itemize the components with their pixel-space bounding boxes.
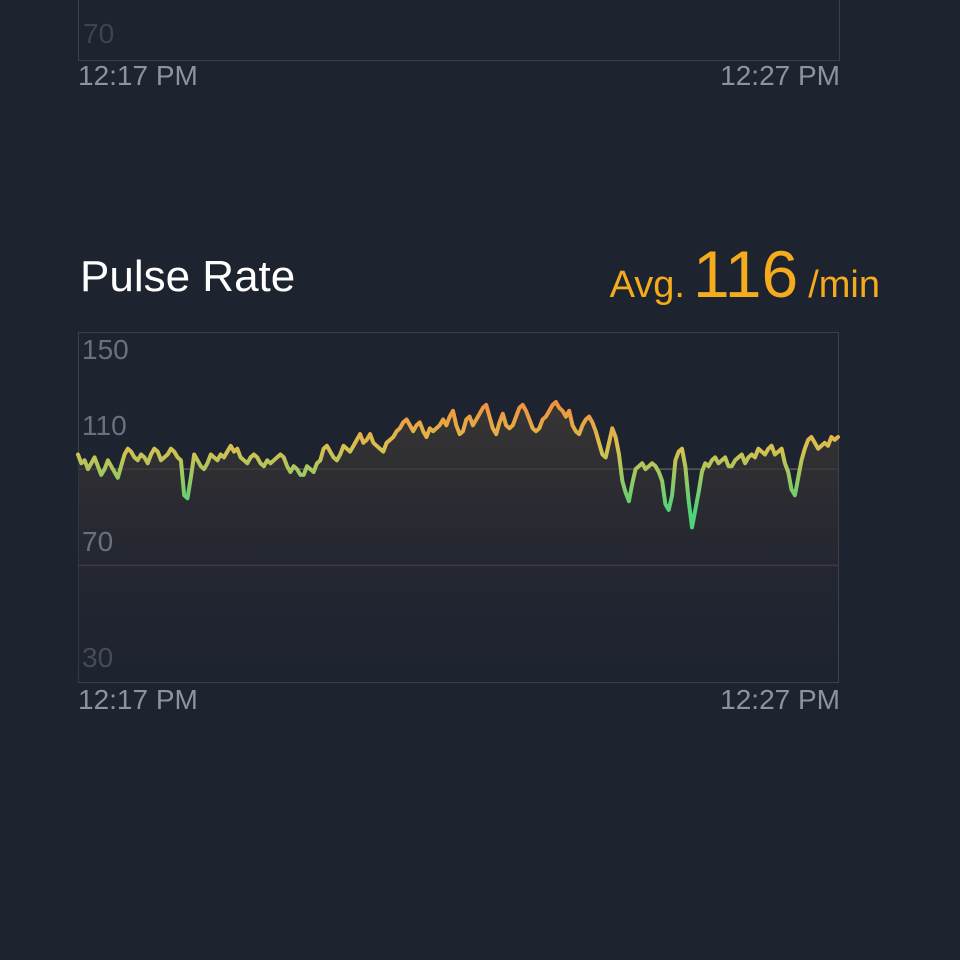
previous-chart-x-end: 12:27 PM	[720, 60, 840, 91]
chart-title: Pulse Rate	[80, 252, 296, 301]
previous-chart: 70 12:17 PM 12:27 PM	[78, 0, 840, 100]
pulse-rate-chart: 150 110 70 30 12:17 PM 12:27 PM	[76, 332, 840, 722]
average-label: Avg.	[609, 264, 685, 306]
previous-chart-y-tick: 70	[83, 18, 115, 49]
pulse-rate-chart-svg	[76, 332, 840, 683]
y-tick-70: 70	[82, 526, 114, 557]
previous-chart-x-start: 12:17 PM	[78, 60, 198, 91]
x-tick-end: 12:27 PM	[720, 684, 840, 715]
y-tick-30: 30	[82, 642, 114, 673]
x-tick-start: 12:17 PM	[78, 684, 198, 715]
average-readout: Avg. 116/min	[610, 236, 880, 312]
average-unit: /min	[808, 264, 880, 306]
pulse-area-fill	[78, 402, 838, 682]
y-tick-150: 150	[82, 334, 129, 365]
previous-chart-plot: 70	[78, 0, 840, 61]
y-tick-110: 110	[82, 410, 127, 441]
pulse-rate-line	[76, 400, 840, 530]
average-value: 116	[692, 237, 799, 311]
